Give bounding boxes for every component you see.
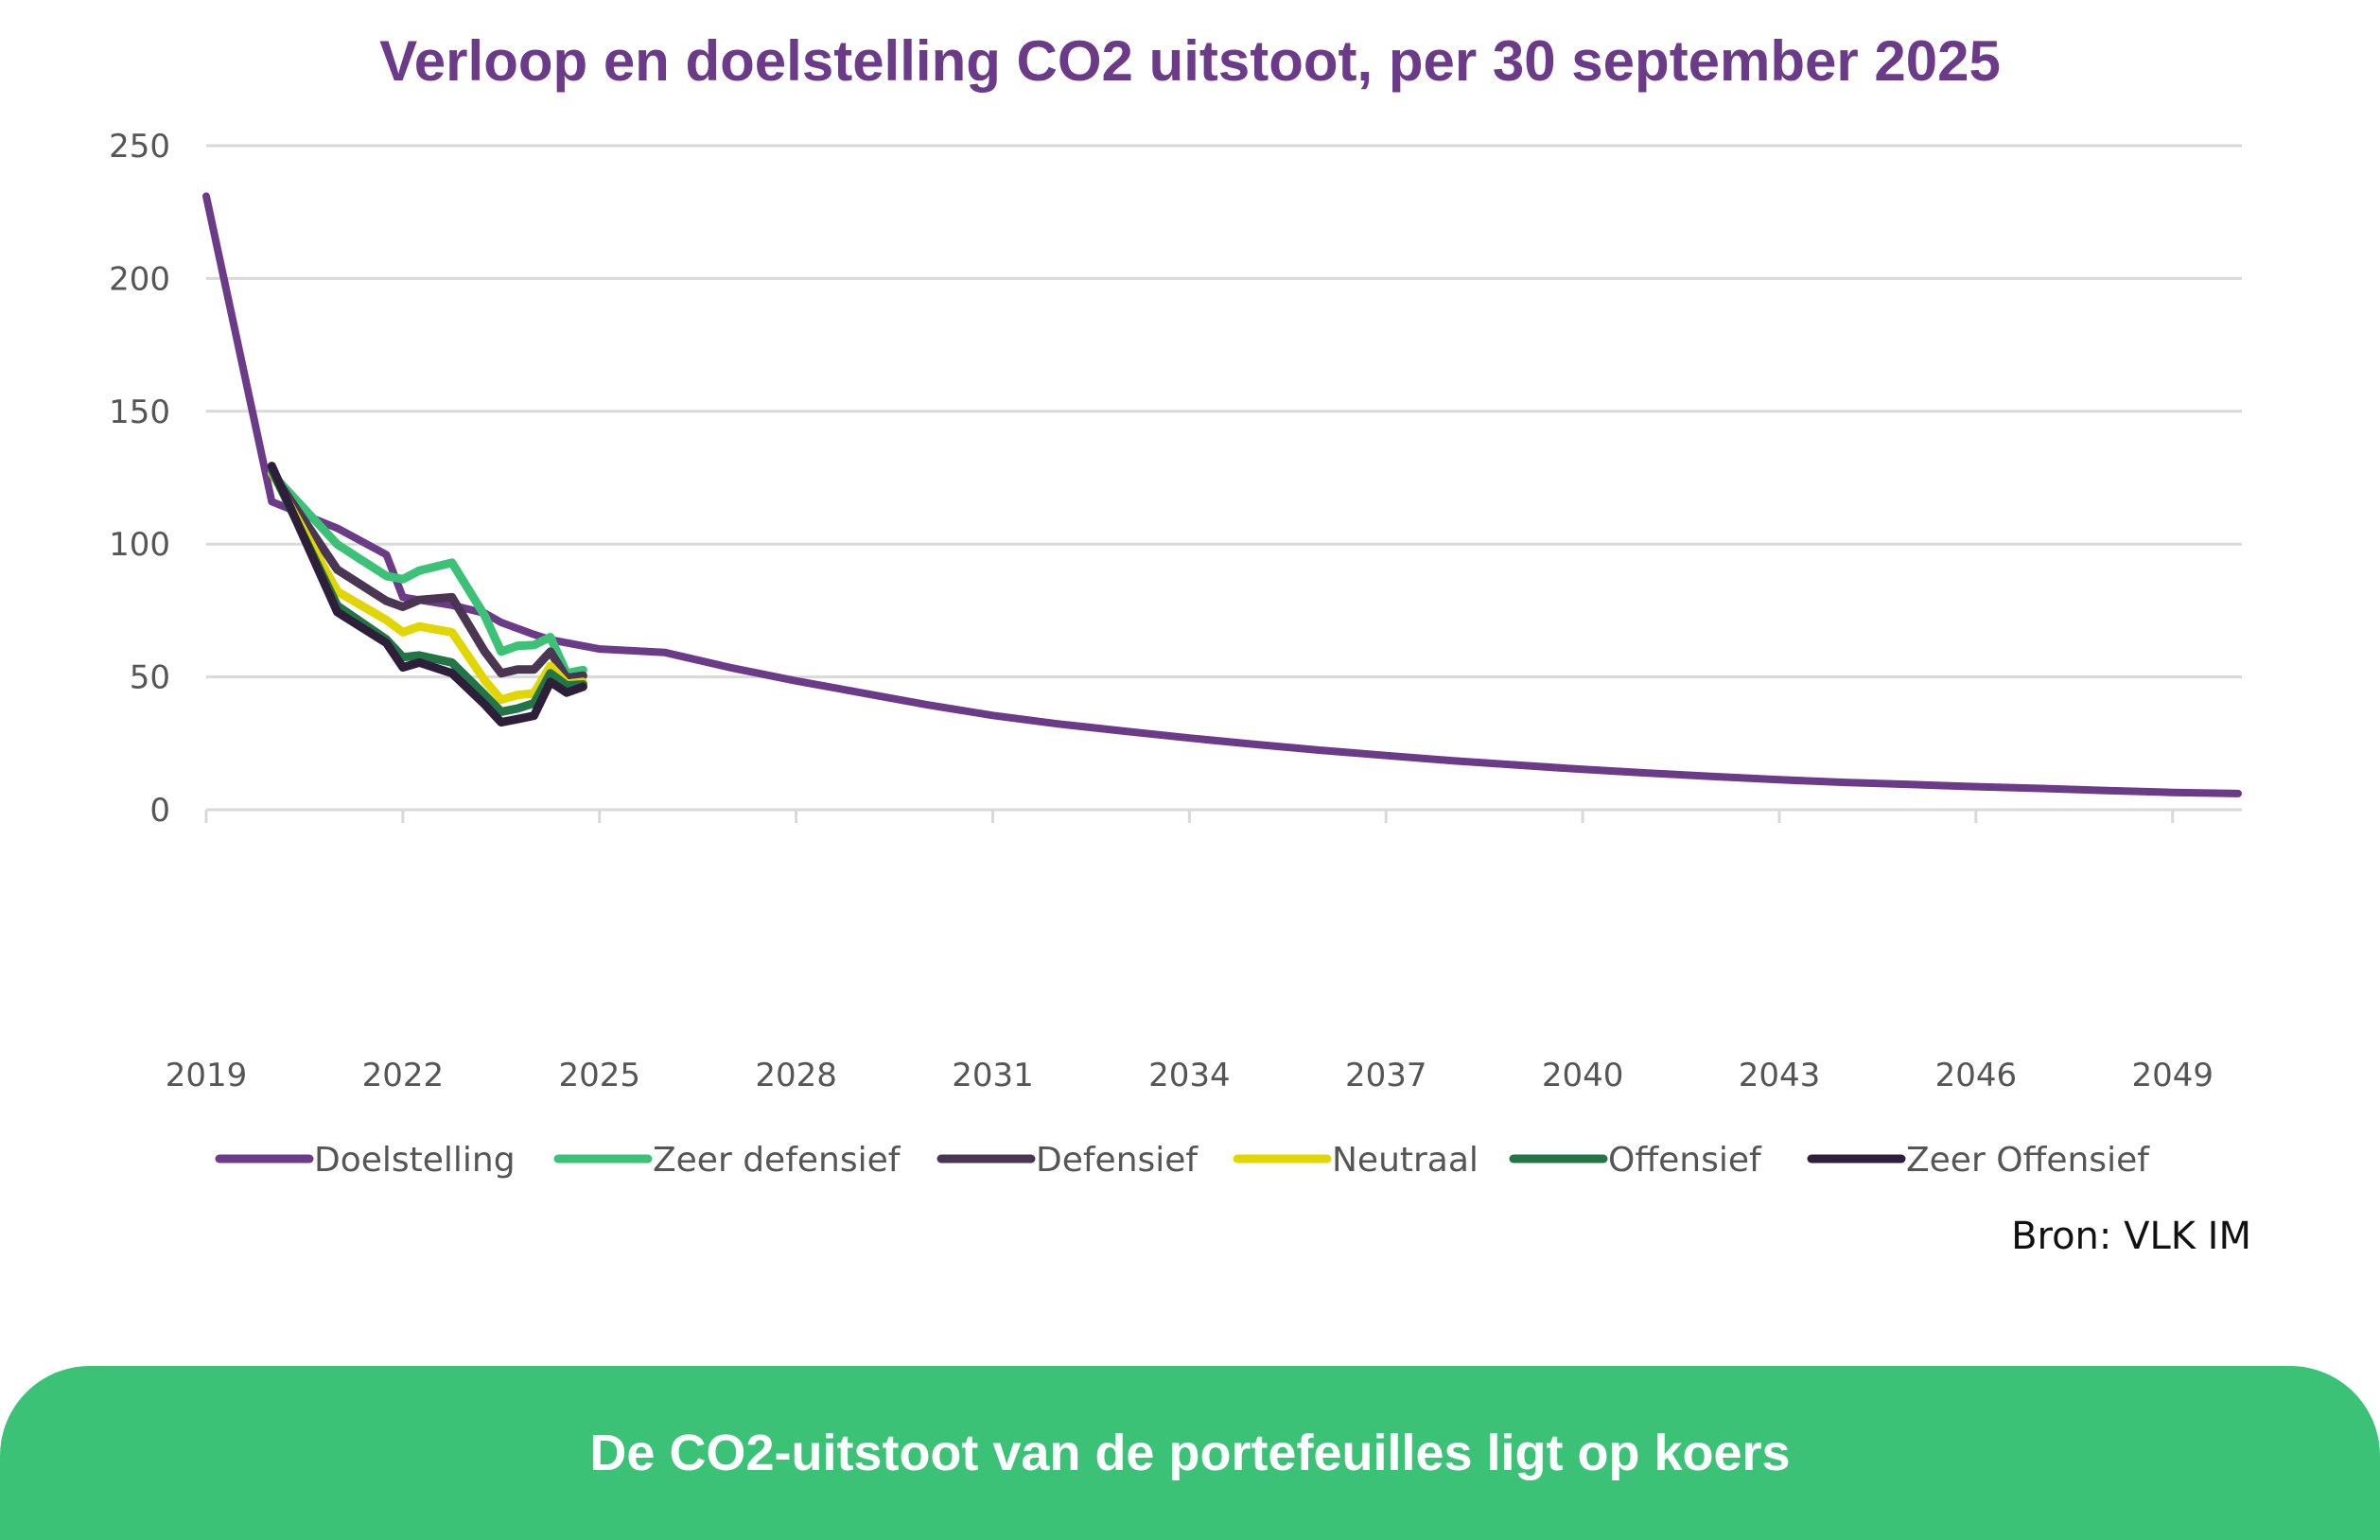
series-line-neutraal <box>267 467 587 705</box>
series-line-zeer-defensief <box>267 469 587 678</box>
banner-text: De CO2-uitstoot van de portefeuilles lig… <box>589 1425 1791 1481</box>
legend-label: Zeer defensief <box>653 1141 901 1180</box>
legend-label: Zeer Offensief <box>1906 1141 2150 1180</box>
x-tick-label: 2034 <box>1148 1057 1231 1094</box>
x-tick-label: 2043 <box>1739 1057 1821 1094</box>
x-tick-label: 2049 <box>2131 1057 2214 1094</box>
series-line-defensief <box>267 467 587 683</box>
legend-label: Neutraal <box>1332 1141 1479 1180</box>
source-label: Bron: VLK IM <box>2011 1215 2251 1258</box>
x-tick-label: 2022 <box>362 1057 445 1094</box>
y-tick-label: 100 <box>109 526 170 564</box>
y-tick-label: 150 <box>109 394 170 431</box>
x-tick-label: 2028 <box>755 1057 837 1094</box>
x-tick-label: 2040 <box>1542 1057 1624 1094</box>
series-line-doelstelling <box>202 192 2242 797</box>
legend-label: Doelstelling <box>314 1141 516 1180</box>
y-tick-label: 0 <box>149 792 170 830</box>
x-tick-label: 2025 <box>558 1057 640 1094</box>
x-tick-label: 2031 <box>952 1057 1034 1094</box>
legend-label: Offensief <box>1608 1141 1762 1180</box>
x-tick-label: 2037 <box>1345 1057 1427 1094</box>
y-tick-label: 200 <box>109 260 170 298</box>
series-line-offensief <box>267 465 587 716</box>
x-tick-label: 2046 <box>1935 1057 2018 1094</box>
co2-line-chart: 0 50 100 150 200 250 2019 2022 2025 2028 2031 2034 2… <box>109 128 2242 1180</box>
x-tick-label: 2019 <box>166 1057 248 1094</box>
conclusion-banner: De CO2-uitstoot van de portefeuilles lig… <box>0 1366 2380 1540</box>
y-tick-label: 50 <box>130 659 170 697</box>
series-line-zeer-offensief <box>267 462 587 727</box>
y-tick-label: 250 <box>109 128 170 166</box>
legend-label: Defensief <box>1036 1141 1199 1180</box>
chart-title: Verloop en doelstelling CO2 uitstoot, pe… <box>379 29 2001 93</box>
